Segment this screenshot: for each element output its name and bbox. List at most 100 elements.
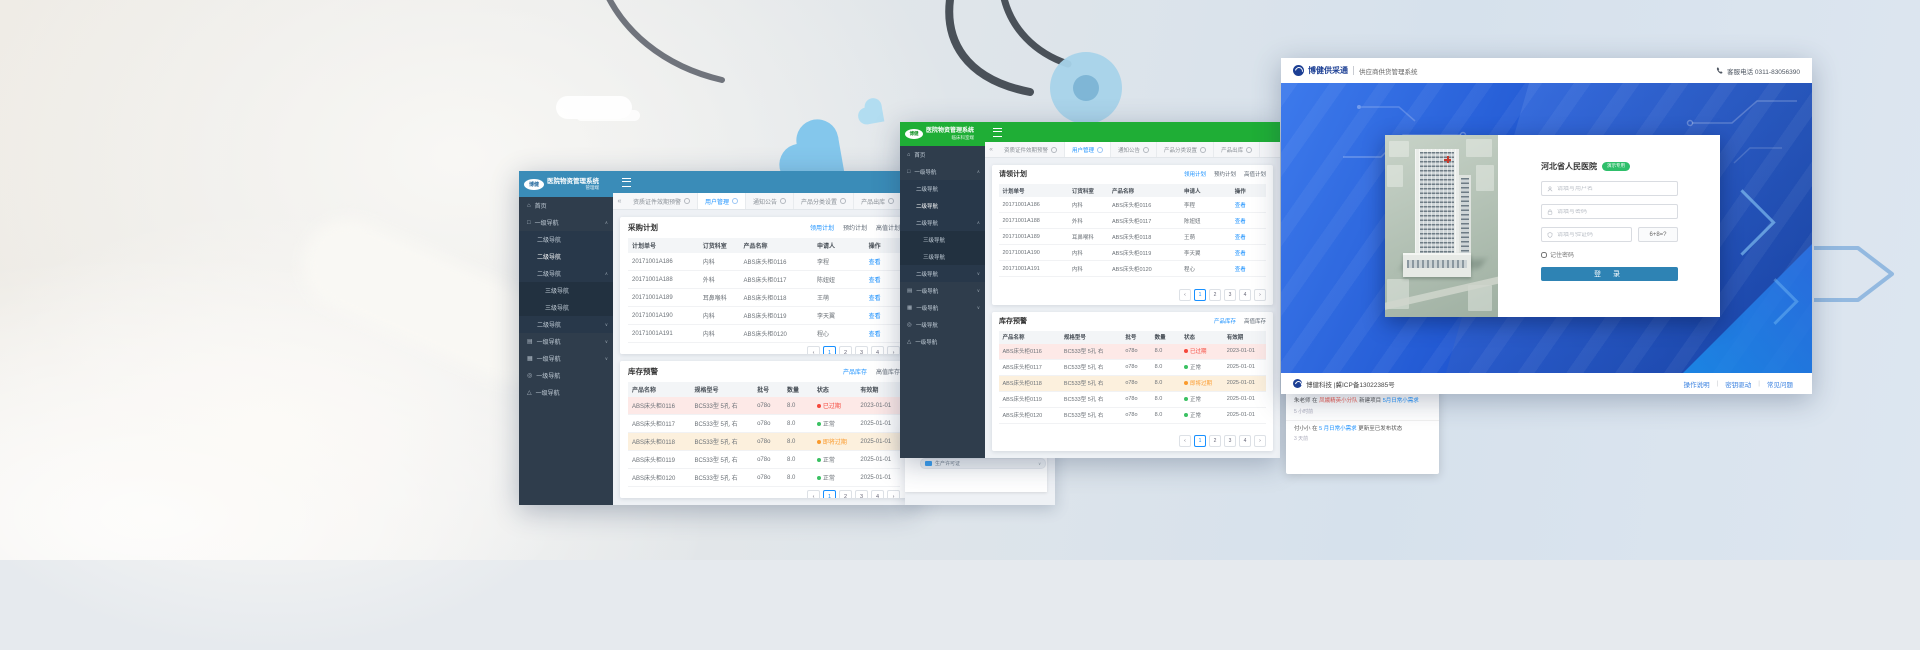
- certificate-chip[interactable]: 生产许可证 ∨: [920, 458, 1046, 469]
- link-requisition-plan[interactable]: 领用计划: [1183, 172, 1206, 178]
- view-link[interactable]: 查看: [1234, 266, 1246, 273]
- page-button[interactable]: 4: [1239, 435, 1251, 447]
- sidebar-item-nav2-expanded[interactable]: 二级导航 ∧: [519, 265, 613, 282]
- pagination: ‹ 1 2 3 4 ›: [628, 487, 900, 498]
- link-product-stock[interactable]: 产品库存: [842, 370, 867, 376]
- tab-product-outbound[interactable]: 产品出库: [854, 193, 903, 209]
- link-key-driver[interactable]: 密钥驱动: [1725, 381, 1752, 389]
- sidebar-item-home[interactable]: ⌂ 首页: [527, 202, 547, 211]
- link-highvalue-stock[interactable]: 高值库存: [875, 370, 900, 376]
- link-reservation-plan[interactable]: 预约计划: [1213, 172, 1236, 178]
- link-requisition-plan[interactable]: 领用计划: [809, 226, 834, 232]
- link-highvalue-plan[interactable]: 高值计划: [875, 226, 900, 232]
- hamburger-menu-icon[interactable]: [993, 127, 1002, 137]
- sidebar-item-nav1[interactable]: ◎ 一级导航: [907, 321, 938, 329]
- page-button[interactable]: 2: [839, 490, 852, 498]
- product-name: 供应商供货管理系统: [1359, 68, 1418, 76]
- sidebar-item-nav3[interactable]: 三级导航: [900, 248, 985, 265]
- tab-user-management[interactable]: 用户管理: [698, 193, 747, 209]
- view-link[interactable]: 查看: [868, 314, 881, 320]
- page-next-button[interactable]: ›: [1254, 288, 1266, 301]
- sidebar-item-nav1[interactable]: ▦ 一级导航 ∨: [907, 304, 980, 312]
- view-link[interactable]: 查看: [868, 278, 881, 284]
- page-button[interactable]: 3: [1224, 288, 1236, 301]
- password-input[interactable]: [1557, 208, 1672, 215]
- page-next-button[interactable]: ›: [1254, 435, 1266, 447]
- page-next-button[interactable]: ›: [887, 346, 900, 354]
- view-link[interactable]: 查看: [868, 260, 881, 266]
- captcha-question[interactable]: 6+8=?: [1638, 227, 1678, 242]
- tab-cert-warning[interactable]: 资质证件效期预警: [997, 142, 1066, 157]
- page-button[interactable]: 3: [855, 346, 868, 354]
- view-link[interactable]: 查看: [1234, 250, 1246, 257]
- link-product-stock[interactable]: 产品库存: [1213, 318, 1236, 325]
- page-button[interactable]: 4: [871, 490, 884, 498]
- page-button[interactable]: 1: [823, 490, 836, 498]
- page-button[interactable]: 2: [1209, 288, 1221, 301]
- page-button[interactable]: 2: [1209, 435, 1221, 447]
- icp-number[interactable]: 冀ICP备13022385号: [1335, 381, 1395, 389]
- sidebar-item-nav2[interactable]: 二级导航: [900, 180, 985, 197]
- table-icon: ▦: [907, 304, 913, 311]
- view-link[interactable]: 查看: [868, 332, 881, 338]
- tab-product-outbound[interactable]: 产品出库: [1214, 142, 1261, 157]
- sidebar-item-nav1[interactable]: ◎ 一级导航: [527, 373, 561, 380]
- link-highvalue-stock[interactable]: 高值库存: [1243, 318, 1266, 325]
- hamburger-menu-icon[interactable]: [622, 177, 631, 187]
- feed-project-link[interactable]: 5 月日常小需求: [1319, 425, 1357, 432]
- link-instructions[interactable]: 操作说明: [1683, 381, 1710, 389]
- link-faq[interactable]: 常见问题: [1767, 381, 1793, 389]
- tab-product-category[interactable]: 产品分类设置: [794, 193, 855, 209]
- sidebar-item-nav1[interactable]: □ 一级导航 ∧: [907, 168, 980, 176]
- sidebar-item-nav1[interactable]: △ 一级导航: [907, 338, 938, 346]
- tab-cert-warning[interactable]: 资质证件效期预警: [626, 193, 699, 209]
- page-prev-button[interactable]: ‹: [1179, 288, 1191, 301]
- sidebar-item-nav3[interactable]: 三级导航: [900, 231, 985, 248]
- link-highvalue-plan[interactable]: 高值计划: [1243, 172, 1266, 178]
- page-button[interactable]: 1: [1194, 288, 1206, 301]
- sidebar-item-nav2-active[interactable]: 二级导航: [519, 248, 613, 265]
- sidebar-item-nav3[interactable]: 三级导航: [519, 299, 613, 316]
- sidebar-item-nav1[interactable]: △ 一级导航: [527, 390, 560, 397]
- view-link[interactable]: 查看: [1234, 202, 1246, 209]
- sidebar-item-nav2-expanded[interactable]: 二级导航 ∧: [900, 214, 985, 231]
- page-button[interactable]: 3: [1224, 435, 1236, 447]
- sidebar-item-nav1[interactable]: ▦ 一级导航 ∨: [527, 355, 608, 364]
- sidebar-item-nav1[interactable]: ▤ 一级导航 ∨: [907, 287, 980, 295]
- page-prev-button[interactable]: ‹: [1179, 435, 1191, 447]
- page-button[interactable]: 1: [823, 346, 836, 354]
- sidebar-item-nav2-collapsed[interactable]: 二级导航 ∨: [900, 265, 985, 282]
- captcha-input[interactable]: [1557, 231, 1626, 238]
- collapse-tabs-icon[interactable]: «: [617, 197, 622, 205]
- username-input[interactable]: [1557, 185, 1672, 192]
- sidebar-item-nav1[interactable]: ▤ 一级导航 ∨: [527, 338, 608, 347]
- feed-project-link[interactable]: 5月日常小需求: [1382, 398, 1419, 404]
- page-button[interactable]: 4: [1239, 288, 1251, 301]
- view-link[interactable]: 查看: [868, 296, 881, 302]
- sidebar-item-nav3[interactable]: 三级导航: [519, 282, 613, 299]
- view-link[interactable]: 查看: [1234, 234, 1246, 241]
- page-next-button[interactable]: ›: [887, 490, 900, 498]
- page-button[interactable]: 4: [871, 346, 884, 354]
- sidebar-item-nav2-active[interactable]: 二级导航: [900, 197, 985, 214]
- view-link[interactable]: 查看: [1234, 218, 1246, 225]
- table-row: 20171001A186 内科 ABS床头柜0116 李程 查看: [999, 197, 1266, 213]
- remember-checkbox[interactable]: [1541, 251, 1547, 258]
- page-prev-button[interactable]: ‹: [807, 490, 820, 498]
- page-prev-button[interactable]: ‹: [807, 346, 820, 354]
- tab-notice[interactable]: 通知公告: [1111, 142, 1158, 157]
- collapse-tabs-icon[interactable]: «: [989, 146, 993, 153]
- sidebar-item-nav1[interactable]: □ 一级导航 ∧: [527, 219, 608, 228]
- tab-notice[interactable]: 通知公告: [746, 193, 795, 209]
- login-button[interactable]: 登 录: [1541, 267, 1678, 281]
- sidebar-item-nav2-collapsed[interactable]: 二级导航 ∨: [519, 316, 613, 333]
- page-button[interactable]: 1: [1194, 435, 1206, 447]
- sidebar-item-nav2[interactable]: 二级导航: [519, 231, 613, 248]
- tab-product-category[interactable]: 产品分类设置: [1157, 142, 1215, 157]
- feed-group-link[interactable]: 凤娥精英小分队: [1319, 398, 1358, 404]
- page-button[interactable]: 2: [839, 346, 852, 354]
- link-reservation-plan[interactable]: 预约计划: [842, 226, 867, 232]
- sidebar-item-home[interactable]: ⌂ 首页: [907, 151, 926, 159]
- page-button[interactable]: 3: [855, 490, 868, 498]
- tab-user-management[interactable]: 用户管理: [1065, 142, 1112, 157]
